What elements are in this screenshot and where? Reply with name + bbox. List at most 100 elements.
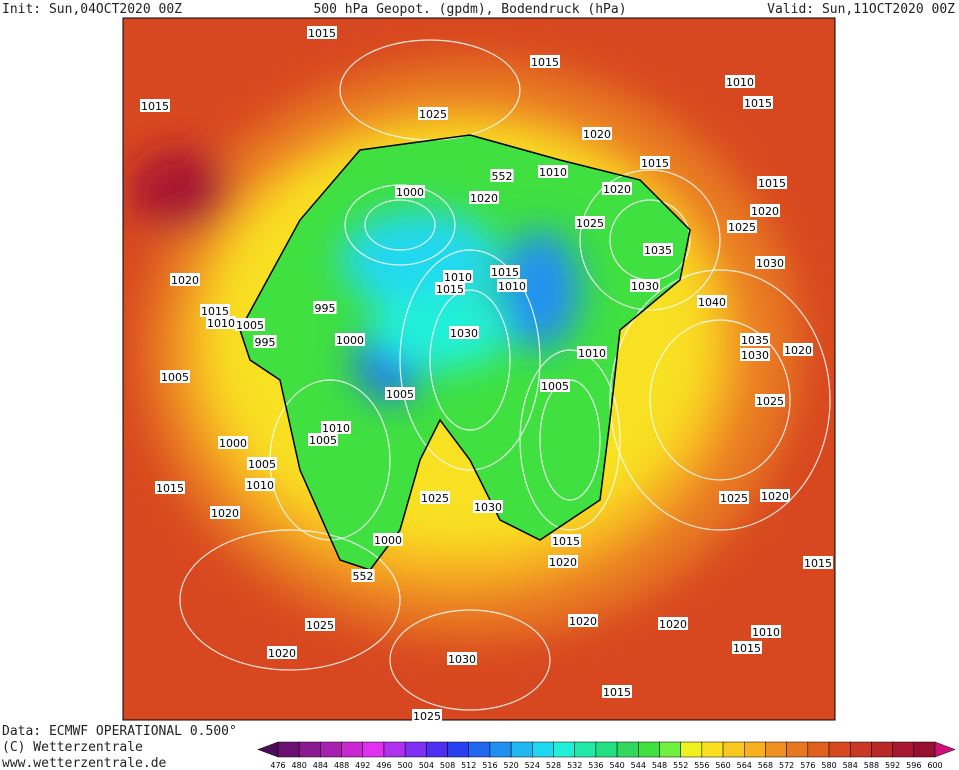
isobar-label: 1035 xyxy=(741,334,769,347)
isobar-label-box xyxy=(200,304,230,317)
isobar-label-box xyxy=(750,204,780,217)
colorbar-tick-label: 584 xyxy=(843,761,858,770)
colorbar-segment xyxy=(744,741,766,758)
isobar-label: 1005 xyxy=(309,434,337,447)
isobar-label-box xyxy=(385,387,415,400)
isobar-label: 1025 xyxy=(576,217,604,230)
isobar-label: 1030 xyxy=(474,501,502,514)
isobar-label: 1020 xyxy=(751,205,779,218)
isobar-label-box xyxy=(245,478,275,491)
colorbar-segment xyxy=(489,741,512,758)
isobar-label: 1020 xyxy=(659,618,687,631)
isobar-label-box xyxy=(160,370,190,383)
colorbar-tick-label: 560 xyxy=(715,761,730,770)
colorbar-tick-label: 548 xyxy=(652,761,667,770)
isobar-label: 1040 xyxy=(698,296,726,309)
isobar-label: 1020 xyxy=(549,556,577,569)
colorbar-tick-label: 492 xyxy=(355,761,370,770)
colorbar-tick-label: 576 xyxy=(800,761,815,770)
isobar-label: 995 xyxy=(255,336,276,349)
isobar-label-box xyxy=(640,156,670,169)
isobar-label: 1015 xyxy=(201,305,229,318)
colorbar-segment xyxy=(828,741,851,758)
isobar-label: 1015 xyxy=(744,97,772,110)
colorbar-tick-label: 480 xyxy=(292,761,307,770)
colorbar-segment xyxy=(680,741,703,758)
colorbar-tick-label: 512 xyxy=(461,761,476,770)
isobar-label: 1005 xyxy=(161,371,189,384)
isobar-label: 1025 xyxy=(419,108,447,121)
isobar-label: 1010 xyxy=(444,271,472,284)
isobar-label: 1010 xyxy=(539,166,567,179)
colorbar-tick-label: 532 xyxy=(567,761,582,770)
colorbar-segment xyxy=(447,741,469,758)
isobar-label-box xyxy=(418,107,448,120)
isobar-label: 1015 xyxy=(156,482,184,495)
isobar-label: 552 xyxy=(492,170,513,183)
colorbar-tick-label: 600 xyxy=(927,761,942,770)
isobar-label-box xyxy=(412,709,442,722)
isobar-label: 1010 xyxy=(322,422,350,435)
colorbar-segment xyxy=(341,741,364,758)
isobar-label-box xyxy=(206,316,236,329)
isobar-label: 1005 xyxy=(386,388,414,401)
isobar-label-box xyxy=(155,481,185,494)
isobar-label: 1000 xyxy=(374,534,402,547)
isobar-label: 1020 xyxy=(171,274,199,287)
isobar-label-box xyxy=(447,652,477,665)
isobar-label: 1000 xyxy=(336,334,364,347)
isobar-label-box xyxy=(473,500,503,513)
isobar-label: 995 xyxy=(315,302,336,315)
colorbar-arrow-high xyxy=(934,741,956,758)
colorbar-segment xyxy=(362,741,385,758)
isobar-label: 1025 xyxy=(720,492,748,505)
isobar-label-box xyxy=(305,618,335,631)
isobar-label: 1015 xyxy=(603,686,631,699)
map-title: 500 hPa Geopot. (gpdm), Bodendruck (hPa) xyxy=(313,2,626,17)
colorbar-tick-label: 484 xyxy=(313,761,328,770)
isobar-label-box xyxy=(530,55,560,68)
website: www.wetterzentrale.de xyxy=(2,756,167,770)
isobar-label: 1020 xyxy=(761,490,789,503)
colorbar-tick-label: 536 xyxy=(588,761,603,770)
isobar-label-box xyxy=(743,96,773,109)
isobar-label: 1015 xyxy=(436,283,464,296)
isobar-label-box xyxy=(551,534,581,547)
isobar-label-box xyxy=(247,457,277,470)
colorbar-segment xyxy=(298,741,321,758)
isobar-label-box xyxy=(235,318,265,331)
colorbar-segment xyxy=(765,741,787,758)
isobar-label: 1010 xyxy=(578,347,606,360)
isobar-label-box xyxy=(420,491,450,504)
colorbar-tick-label: 564 xyxy=(737,761,752,770)
colorbar: 476 480 484 488 492 496 500 504 508 512 516 520 524 5… xyxy=(257,741,956,770)
colorbar-tick-label: 556 xyxy=(694,761,709,770)
colorbar-tick-label: 516 xyxy=(482,761,497,770)
isobar-label: 1025 xyxy=(756,395,784,408)
isobar-label-box xyxy=(760,489,790,502)
isobar-label: 1000 xyxy=(219,437,247,450)
colorbar-segment xyxy=(426,741,448,758)
isobar-label: 552 xyxy=(353,570,374,583)
colorbar-segment xyxy=(553,741,575,758)
isobar-label: 1015 xyxy=(641,157,669,170)
isobar-label: 1015 xyxy=(733,642,761,655)
isobar-label-box xyxy=(755,394,785,407)
colorbar-segment xyxy=(383,741,406,758)
map-field xyxy=(123,18,835,720)
data-source: Data: ECMWF OPERATIONAL 0.500° xyxy=(2,724,237,739)
colorbar-tick-label: 592 xyxy=(885,761,900,770)
valid-time: Valid: Sun,11OCT2020 00Z xyxy=(767,2,955,17)
isobar-label-box xyxy=(435,282,465,295)
colorbar-tick-label: 524 xyxy=(525,761,540,770)
isobar-label-box xyxy=(253,335,277,348)
isobar-label: 1000 xyxy=(396,186,424,199)
colorbar-segment xyxy=(849,741,872,758)
isobar-label-box xyxy=(395,185,425,198)
isobar-label-box xyxy=(170,273,200,286)
isobar-label-box xyxy=(443,270,473,283)
isobar-label-box xyxy=(697,295,727,308)
colorbar-segment xyxy=(892,741,915,758)
colorbar-tick-label: 568 xyxy=(758,761,773,770)
